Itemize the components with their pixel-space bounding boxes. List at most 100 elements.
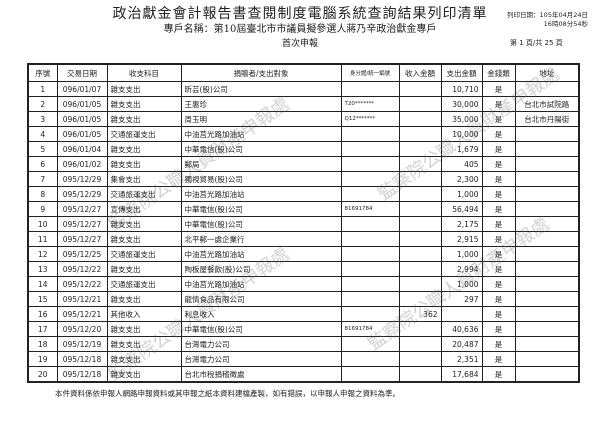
cell-no: 12 xyxy=(27,246,58,262)
cell-address xyxy=(514,366,580,383)
cell-party: 龍情食品有限公司 xyxy=(180,291,342,307)
cell-income xyxy=(398,81,442,97)
cell-address xyxy=(514,126,580,142)
column-header: 地址 xyxy=(514,63,580,82)
column-header: 交易日期 xyxy=(56,63,108,82)
cell-expense: 2,994 xyxy=(440,261,483,277)
cell-date: 095/12/27 xyxy=(56,216,108,232)
table-row: 8 095/12/29 交通旅運支出 中油莒光路加油站 1,000 是 xyxy=(27,186,580,202)
cell-address: 台北市丹陽街 xyxy=(514,111,580,127)
cell-no: 20 xyxy=(27,366,58,383)
cell-item: 雜支支出 xyxy=(106,291,182,307)
cell-address xyxy=(514,336,580,352)
cell-no: 2 xyxy=(27,96,58,112)
cell-expense: 297 xyxy=(440,291,483,307)
cell-income xyxy=(398,201,442,217)
account-name: 專戶名稱：第10屆臺北市市議員擬參選人蔣乃辛政治獻金專戶 xyxy=(163,24,437,35)
table-header-row: 序號 交易日期 收支科目 捐贈者/支出對象 身分證/統一編號 收入金額 支出金額 金錢類 地址 xyxy=(27,63,580,82)
cell-date: 095/12/21 xyxy=(56,291,108,307)
cell-party: 台北市稅捐稽徵處 xyxy=(180,366,342,383)
table-row: 18 095/12/19 雜支支出 台灣電力公司 20,487 是 xyxy=(27,336,580,352)
cell-date: 095/12/18 xyxy=(56,366,108,383)
cell-date: 095/12/22 xyxy=(56,261,108,277)
cell-income xyxy=(398,321,442,337)
cell-expense: 2,351 xyxy=(440,351,483,367)
cell-cash: 是 xyxy=(481,126,516,142)
column-header: 金錢類 xyxy=(481,63,516,82)
cell-party: 獨視貿易(股)公司 xyxy=(180,171,342,187)
cell-item: 雜支支出 xyxy=(106,216,182,232)
cell-date: 095/12/18 xyxy=(56,351,108,367)
cell-item: 其他收入 xyxy=(106,306,182,322)
cell-party: 昕芸(股)公司 xyxy=(180,81,342,97)
cell-expense: 56,494 xyxy=(440,201,483,217)
cell-id xyxy=(340,126,400,142)
print-date: 列印日期：105年04月24日 16時08分54秒 xyxy=(498,11,588,29)
cell-cash: 是 xyxy=(481,201,516,217)
table-row: 14 095/12/22 交通旅運支出 中油莒光路加油站 1,000 是 xyxy=(27,276,580,292)
cell-expense: 10,710 xyxy=(440,81,483,97)
cell-party: 中華電信(股)公司 xyxy=(180,216,342,232)
cell-no: 3 xyxy=(27,111,58,127)
cell-expense: 1,000 xyxy=(440,246,483,262)
page-info: 第 1 頁/共 25 頁 xyxy=(510,39,563,47)
cell-expense: 10,000 xyxy=(440,126,483,142)
cell-no: 15 xyxy=(27,291,58,307)
cell-item: 雜支支出 xyxy=(106,366,182,383)
cell-address xyxy=(514,216,580,232)
print-date-line1: 列印日期：105年04月24日 xyxy=(507,11,588,19)
cell-no: 5 xyxy=(27,141,58,157)
cell-date: 095/12/19 xyxy=(56,336,108,352)
cell-income xyxy=(398,171,442,187)
table-row: 11 095/12/27 雜支支出 北平郵一處企業行 2,915 是 xyxy=(27,231,580,247)
cell-date: 096/01/05 xyxy=(56,111,108,127)
cell-expense: 1,000 xyxy=(440,276,483,292)
cell-id xyxy=(340,231,400,247)
cell-address: 台北市試院路 xyxy=(514,96,580,112)
cell-income xyxy=(398,216,442,232)
cell-id xyxy=(340,171,400,187)
cell-date: 096/01/04 xyxy=(56,141,108,157)
cell-address xyxy=(514,276,580,292)
print-date-line2: 16時08分54秒 xyxy=(543,20,588,28)
cell-no: 10 xyxy=(27,216,58,232)
cell-income xyxy=(398,156,442,172)
table-row: 16 095/12/21 其他收入 利息收入 362 是 xyxy=(27,306,580,322)
cell-item: 交通旅運支出 xyxy=(106,276,182,292)
cell-party: 郵局 xyxy=(180,156,342,172)
cell-id: 81691784 xyxy=(340,201,400,217)
cell-cash: 是 xyxy=(481,156,516,172)
cell-item: 雜支支出 xyxy=(106,81,182,97)
cell-no: 16 xyxy=(27,306,58,322)
cell-address xyxy=(514,141,580,157)
cell-date: 095/12/20 xyxy=(56,321,108,337)
filing-type: 首次申報 xyxy=(281,39,318,49)
cell-income xyxy=(398,261,442,277)
cell-cash: 是 xyxy=(481,246,516,262)
cell-cash: 是 xyxy=(481,96,516,112)
cell-no: 8 xyxy=(27,186,58,202)
cell-income xyxy=(398,276,442,292)
cell-date: 096/01/05 xyxy=(56,126,108,142)
cell-date: 095/12/21 xyxy=(56,306,108,322)
cell-party: 台灣電力公司 xyxy=(180,336,342,352)
cell-item: 交通旅運支出 xyxy=(106,186,182,202)
table-row: 15 095/12/21 雜支支出 龍情食品有限公司 297 是 xyxy=(27,291,580,307)
cell-id: Q12******* xyxy=(340,111,400,127)
cell-id xyxy=(340,186,400,202)
cell-expense: 405 xyxy=(440,156,483,172)
cell-id xyxy=(340,81,400,97)
cell-item: 雜支支出 xyxy=(106,111,182,127)
cell-no: 7 xyxy=(27,171,58,187)
cell-income xyxy=(398,366,442,383)
column-header: 身分證/統一編號 xyxy=(340,63,400,82)
table-row: 3 096/01/05 雜支支出 周玉明 Q12******* 35,000 是台北市丹陽街 xyxy=(27,111,580,127)
cell-id xyxy=(340,366,400,383)
cell-id: T20******* xyxy=(340,96,400,112)
cell-party: 中華電信(股)公司 xyxy=(180,321,342,337)
table-body: 1 096/01/07 雜支支出 昕芸(股)公司 10,710 是 2 096/01/05 雜支… xyxy=(27,81,580,383)
cell-cash: 是 xyxy=(481,306,516,322)
column-header: 收入金額 xyxy=(398,63,442,82)
cell-cash: 是 xyxy=(481,336,516,352)
cell-income xyxy=(398,186,442,202)
